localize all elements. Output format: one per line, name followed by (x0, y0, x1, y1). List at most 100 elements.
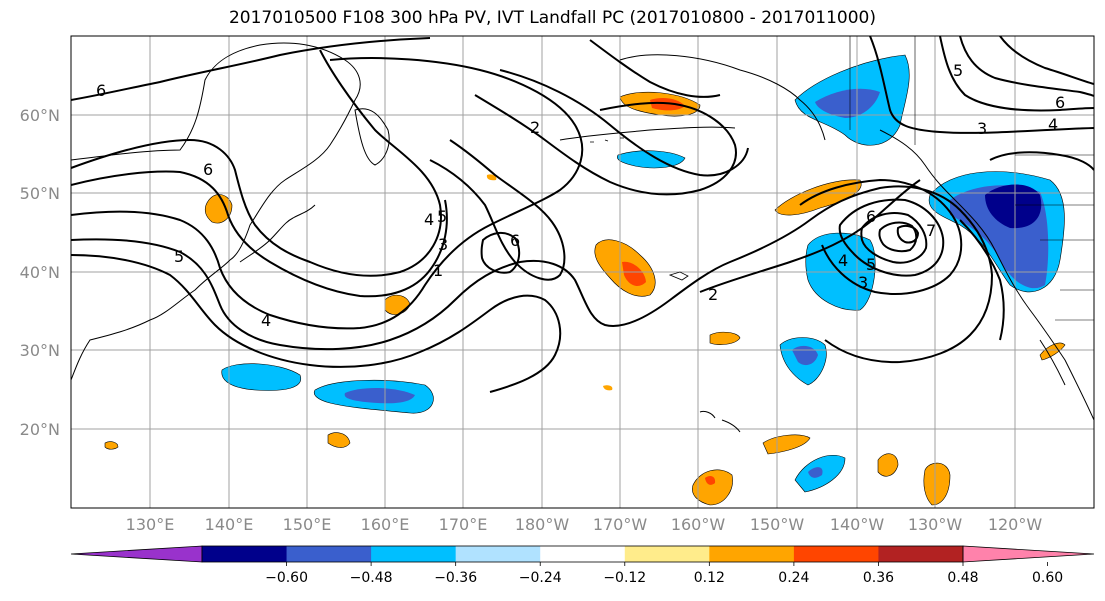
lon-label: 150°W (750, 515, 805, 534)
lon-label: 130°W (908, 515, 963, 534)
colorbar-outline (201, 545, 964, 563)
pv-contour-line (939, 36, 1094, 112)
lat-label: 20°N (20, 420, 60, 439)
positive-anomaly-region (204, 194, 233, 224)
lon-label: 120°W (988, 515, 1043, 534)
colorbar-swatch (286, 546, 372, 562)
lon-label: 140°W (830, 515, 885, 534)
pv-contour-line (71, 170, 448, 298)
contour-label: 2 (708, 285, 718, 304)
pv-contour-line (499, 69, 749, 177)
contour-label: 6 (866, 207, 876, 226)
negative-anomaly-region (344, 387, 415, 404)
contour-label: 6 (96, 81, 106, 100)
lat-label: 30°N (20, 341, 60, 360)
pv-contour-line (474, 94, 737, 196)
colorbar-swatch (540, 546, 626, 562)
colorbar-tick-label: 0.60 (1032, 570, 1063, 586)
pv-contour-line (896, 224, 920, 244)
positive-anomaly-region (705, 475, 716, 485)
canada-border (849, 36, 916, 145)
colorbar-swatch (793, 546, 879, 562)
lon-label: 130°E (126, 515, 175, 534)
colorbar-tick-label: 0.12 (694, 570, 725, 586)
positive-anomaly-region (486, 174, 497, 181)
pv-contour-line (71, 49, 442, 277)
lon-label: 160°E (361, 515, 410, 534)
negative-anomaly-region (985, 184, 1042, 229)
colorbar: −0.60 −0.48 −0.36 −0.24 −0.12 0.12 0.24 0.36 0.4… (70, 545, 1095, 586)
colorbar-tick-label: −0.24 (519, 570, 562, 586)
lon-label: 170°W (593, 515, 648, 534)
pv-contour-line (878, 221, 918, 253)
contour-label: 5 (174, 247, 184, 266)
pv-contours (71, 36, 1094, 393)
pv-contour-line (959, 36, 1094, 97)
positive-anomaly-region (327, 432, 351, 448)
contour-label: 4 (424, 210, 434, 229)
negative-anomaly-region (792, 345, 818, 366)
negative-anomaly-region (221, 363, 302, 391)
lat-label: 40°N (20, 263, 60, 282)
positive-anomaly-region (1039, 342, 1066, 361)
contour-label: 4 (838, 251, 848, 270)
contour-label: 7 (926, 221, 936, 240)
negative-anomaly-region (808, 467, 823, 478)
shaded-fields (104, 54, 1066, 506)
colorbar-tick-label: 0.36 (863, 570, 894, 586)
pv-contour-line (999, 36, 1094, 85)
colorbar-swatch (878, 546, 964, 562)
contour-label: 4 (1048, 115, 1058, 134)
lon-label: 140°E (205, 515, 254, 534)
alaska-coastline (619, 54, 826, 141)
colorbar-tick-label: −0.48 (350, 570, 393, 586)
aleutian-islands (559, 126, 736, 141)
positive-anomaly-region (709, 331, 741, 345)
pv-contour-line (71, 37, 431, 101)
colorbar-swatch (455, 546, 541, 562)
asia-coastline (71, 42, 361, 381)
pv-contour-line (860, 212, 928, 264)
negative-anomaly-region (815, 88, 880, 118)
colorbar-swatch (202, 546, 288, 562)
positive-anomaly-region (603, 385, 613, 391)
colorbar-tick-label: 0.48 (947, 570, 978, 586)
positive-anomaly-region (692, 469, 733, 506)
coastlines (71, 36, 1094, 433)
colorbar-tick-label: −0.36 (434, 570, 477, 586)
lon-label: 150°E (283, 515, 332, 534)
contour-label: 3 (977, 119, 987, 138)
contour-label: 4 (261, 311, 271, 330)
colorbar-swatch (371, 546, 457, 562)
positive-anomaly-region (774, 179, 862, 216)
north-america-coastline (879, 129, 1094, 421)
contour-label: 3 (858, 273, 868, 292)
pv-contour-line (989, 151, 1094, 171)
lat-label: 50°N (20, 184, 60, 203)
positive-anomaly-region (622, 261, 646, 286)
lon-label: 170°E (439, 515, 488, 534)
colorbar-tick-label: −0.12 (603, 570, 646, 586)
pv-contour-line (838, 198, 945, 277)
map-frame (70, 35, 1095, 509)
contour-label: 5 (437, 207, 447, 226)
latitude-labels: 60°N 50°N 40°N 30°N 20°N (20, 106, 60, 439)
contour-label: 6 (1055, 93, 1065, 112)
colorbar-tick-label: 0.24 (778, 570, 809, 586)
pv-contour-line (429, 139, 566, 281)
lon-label: 160°W (671, 515, 726, 534)
pv-contour-line (869, 36, 1094, 134)
contour-label: 6 (510, 231, 520, 250)
positive-anomaly-region (104, 441, 119, 450)
contour-labels: 6 6 5 4 4 5 3 1 2 6 2 6 4 5 3 7 5 3 4 6 (96, 61, 1065, 330)
aleutian-small-islands (590, 137, 689, 281)
colorbar-swatch (709, 546, 795, 562)
positive-anomaly-region (877, 453, 899, 477)
contour-label: 2 (530, 118, 540, 137)
positive-anomaly-region (923, 462, 951, 506)
colorbar-extension-max (962, 545, 1095, 563)
contour-label: 1 (433, 261, 443, 280)
pv-contour-line (589, 39, 721, 98)
contour-label: 3 (438, 235, 448, 254)
pv-contour-line (799, 178, 963, 295)
